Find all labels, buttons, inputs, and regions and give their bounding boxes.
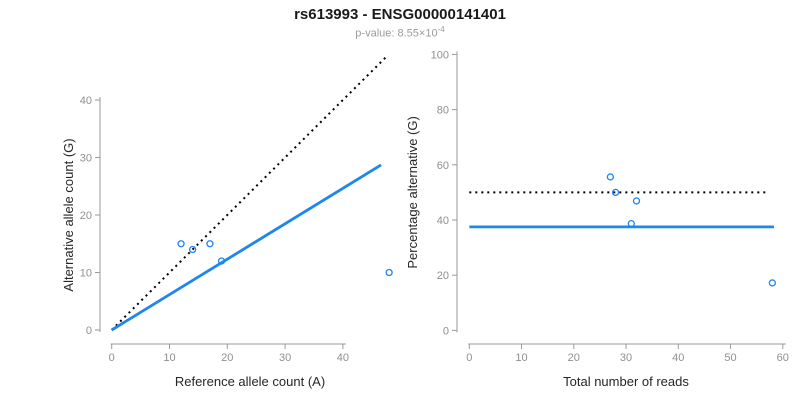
y-tick-label: 80 — [437, 105, 449, 117]
fit-line — [110, 163, 382, 332]
x-axis-title: Total number of reads — [563, 374, 689, 389]
y-axis-title: Alternative allele count (G) — [61, 138, 76, 291]
data-point — [606, 173, 615, 181]
x-tick-label: 40 — [672, 352, 684, 364]
data-point — [177, 240, 185, 248]
y-tick-label: 100 — [431, 49, 449, 61]
x-axis-title: Reference allele count (A) — [175, 374, 325, 389]
y-tick-label: 10 — [80, 268, 92, 280]
data-point — [768, 279, 776, 287]
pvalue-text: p-value: 8.55×10 — [355, 27, 438, 40]
y-tick-label: 40 — [80, 95, 92, 107]
x-tick-label: 20 — [568, 352, 580, 364]
allele-count-panel: 0 10 20 30 40 0 10 20 30 40 Reference allele count… — [61, 56, 393, 389]
x-tick-label: 10 — [163, 352, 175, 364]
y-tick-label: 0 — [443, 325, 449, 337]
chart-subtitle: p-value: 8.55×10-4 — [0, 25, 800, 40]
y-tick-label: 20 — [437, 270, 449, 282]
y-tick-label: 40 — [437, 215, 449, 227]
x-tick-label: 0 — [109, 352, 115, 364]
x-tick-label: 50 — [724, 352, 736, 364]
data-point — [611, 188, 620, 197]
y-tick-label: 30 — [80, 153, 92, 165]
data-point — [188, 245, 197, 254]
data-point — [385, 268, 393, 277]
y-tick-label: 20 — [80, 210, 92, 222]
percentage-panel: 0 20 40 60 80 100 0 10 20 30 40 50 60 Total number of… — [405, 49, 789, 389]
x-tick-label: 60 — [777, 352, 789, 364]
x-tick-label: 20 — [221, 352, 233, 364]
y-tick-label: 0 — [86, 325, 92, 337]
y-axis-title: Percentage alternative (G) — [405, 116, 420, 268]
y-tick-label: 60 — [437, 160, 449, 172]
data-point — [627, 219, 635, 228]
x-tick-label: 30 — [620, 352, 632, 364]
x-tick-label: 30 — [279, 352, 291, 364]
data-point — [206, 240, 214, 248]
identity-line — [110, 56, 387, 331]
x-tick-label: 0 — [466, 352, 472, 364]
pvalue-exponent: -4 — [437, 25, 445, 34]
x-tick-label: 40 — [337, 352, 349, 364]
x-tick-label: 10 — [515, 352, 527, 364]
data-point — [217, 257, 226, 265]
chart-title: rs613993 - ENSG00000141401 — [294, 6, 506, 23]
data-point — [632, 197, 641, 205]
